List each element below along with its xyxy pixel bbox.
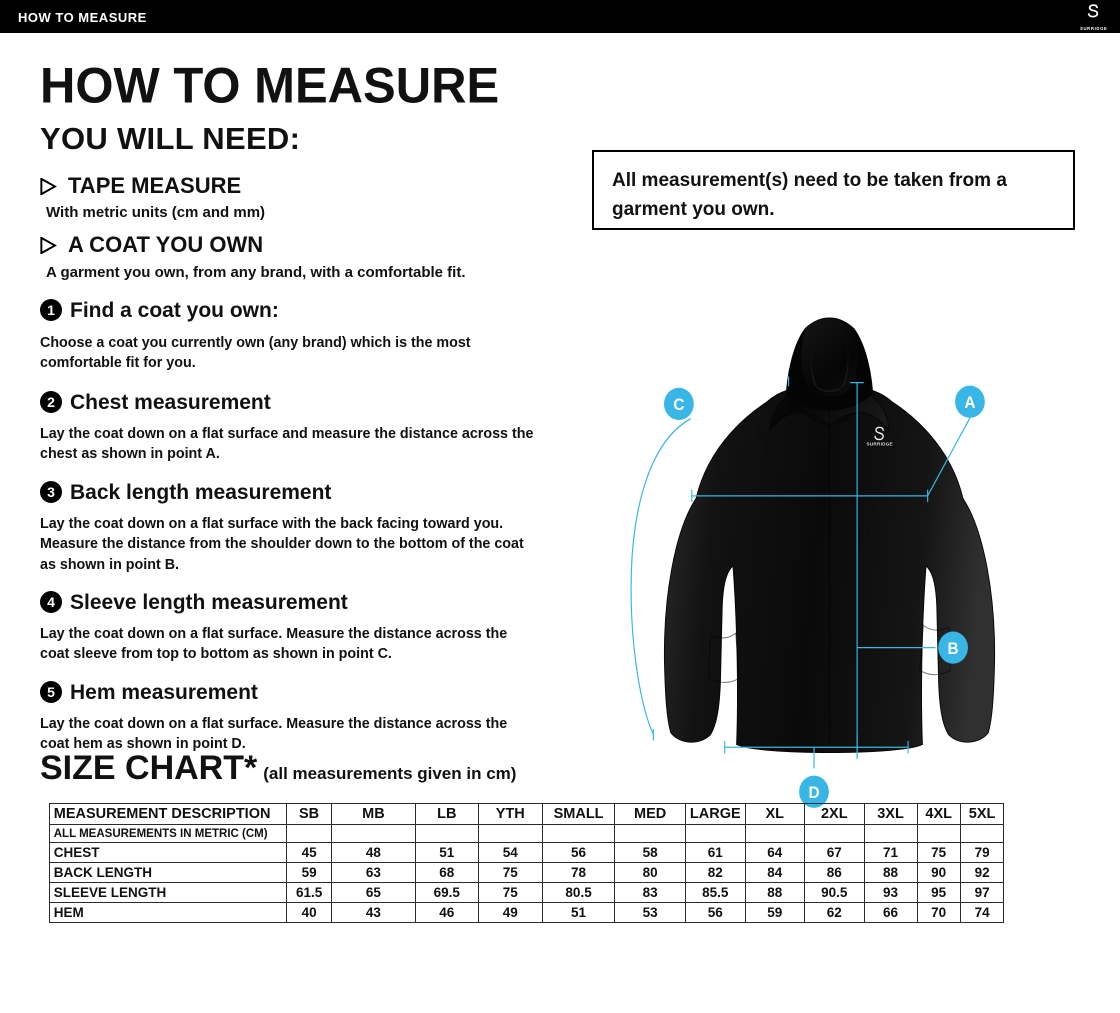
svg-text:B: B xyxy=(948,640,959,658)
svg-text:SURRIDGE: SURRIDGE xyxy=(866,441,892,447)
svg-text:D: D xyxy=(808,785,819,803)
svg-text:A: A xyxy=(964,395,976,413)
svg-text:C: C xyxy=(673,397,685,415)
